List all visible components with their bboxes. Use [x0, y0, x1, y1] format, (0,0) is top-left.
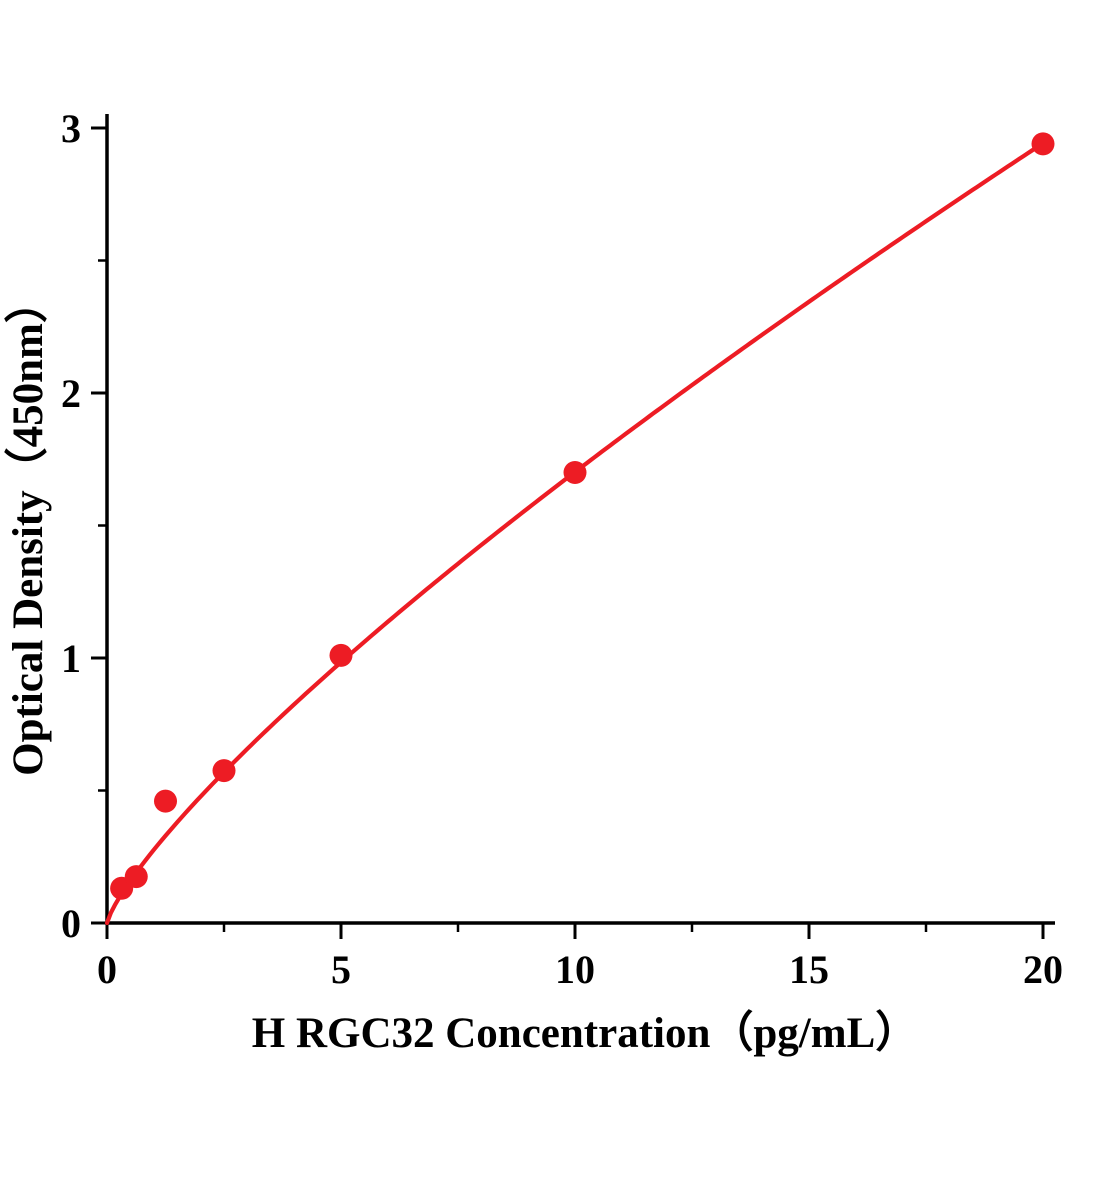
data-point — [563, 461, 587, 484]
y-tick-label: 1 — [61, 636, 81, 681]
data-point — [1031, 132, 1055, 156]
data-point — [154, 789, 177, 813]
y-tick-label: 3 — [61, 106, 81, 151]
y-tick-label: 0 — [61, 901, 81, 946]
x-axis-label: H RGC32 Concentration（pg/mL） — [252, 1009, 919, 1057]
data-point — [212, 759, 236, 783]
plot-area: 0 5 10 15 20 0 1 2 3 — [61, 106, 1063, 992]
x-tick-label: 20 — [1023, 947, 1063, 992]
x-tick-label: 10 — [555, 947, 595, 992]
x-tick-label: 0 — [97, 947, 117, 992]
data-point — [124, 865, 148, 889]
y-tick-label: 2 — [61, 371, 81, 416]
x-tick-label: 15 — [789, 947, 829, 992]
y-axis-label: Optical Density（450nm） — [4, 280, 52, 776]
x-tick-label: 5 — [331, 947, 351, 992]
data-point — [329, 643, 353, 667]
fit-curve — [104, 141, 1046, 926]
